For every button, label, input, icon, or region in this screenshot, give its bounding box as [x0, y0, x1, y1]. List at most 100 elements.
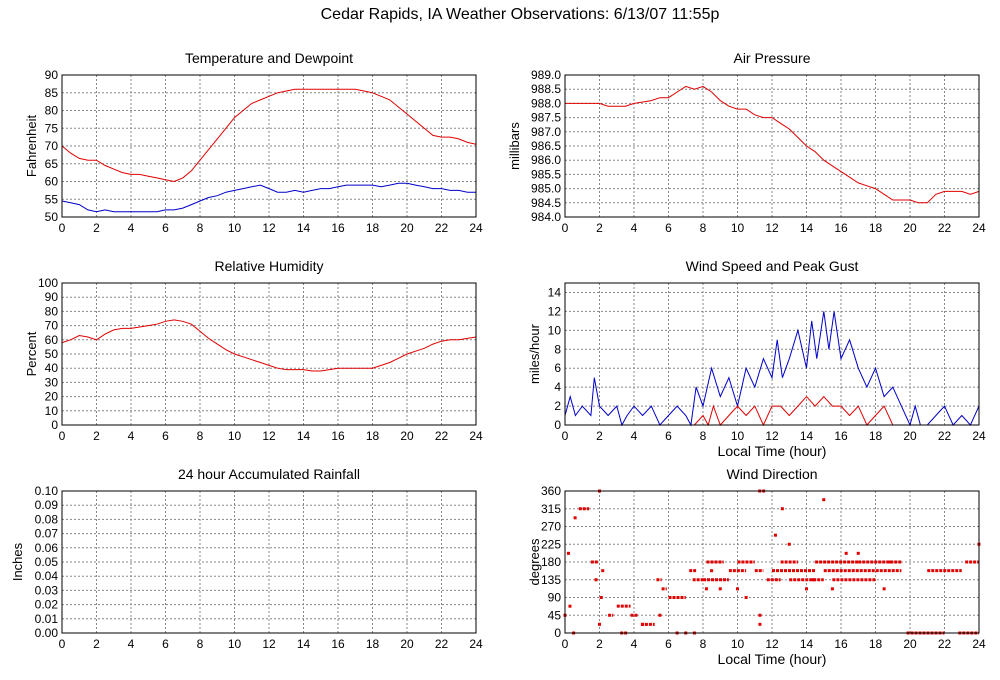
x-tick-label: 10 — [228, 429, 242, 443]
x-tick-label: 24 — [972, 637, 986, 651]
data-point — [598, 622, 601, 626]
rain-chart: 0 2 4 6 8 10 12 14 16 18 20 22 240.000.010.020.030.0… — [10, 466, 483, 651]
y-tick-label: 80 — [45, 104, 59, 118]
x-tick-label: 18 — [366, 221, 380, 235]
y-tick-label: 989.0 — [531, 68, 561, 82]
series-line — [61, 182, 476, 213]
humidity-chart: 0 2 4 6 8 10 12 14 16 18 20 22 240102030405060708090… — [24, 258, 483, 443]
data-point — [641, 622, 645, 626]
y-tick-label: 985.0 — [531, 182, 561, 196]
x-tick-label: 20 — [400, 637, 414, 651]
x-tick-label: 16 — [834, 221, 848, 235]
data-point — [856, 551, 860, 555]
x-tick-label: 4 — [128, 221, 135, 235]
x-tick-label: 2 — [93, 221, 100, 235]
x-tick-label: 12 — [765, 429, 779, 443]
plot-frame — [61, 74, 477, 218]
y-tick-label: 0.03 — [35, 583, 59, 597]
x-tick-label: 4 — [631, 429, 638, 443]
data-point — [780, 507, 784, 511]
x-tick-label: 16 — [834, 429, 848, 443]
y-tick-label: 8 — [554, 342, 561, 356]
data-point — [758, 622, 762, 626]
y-tick-label: 70 — [45, 319, 59, 333]
y-tick-label: 85 — [45, 86, 59, 100]
x-tick-label: 12 — [262, 429, 276, 443]
y-axis-label: degrees — [527, 538, 542, 585]
x-tick-label: 18 — [366, 429, 380, 443]
chart-title: Relative Humidity — [215, 258, 324, 274]
x-tick-label: 24 — [972, 429, 986, 443]
plot-frame — [564, 74, 980, 218]
x-tick-label: 4 — [128, 429, 135, 443]
y-tick-label: 0 — [554, 626, 561, 640]
x-tick-label: 10 — [731, 637, 745, 651]
plot-frame — [61, 282, 477, 426]
y-tick-label: 984.0 — [531, 210, 561, 224]
data-point — [744, 596, 748, 599]
x-tick-label: 18 — [366, 637, 380, 651]
x-tick-label: 2 — [596, 637, 603, 651]
x-tick-label: 10 — [228, 221, 242, 235]
y-tick-label: 180 — [541, 555, 561, 569]
page-title: Cedar Rapids, IA Weather Observations: 6… — [320, 6, 720, 23]
series-line — [565, 395, 979, 427]
x-tick-label: 8 — [197, 221, 204, 235]
y-tick-label: 0.10 — [35, 484, 59, 498]
data-point — [718, 587, 722, 591]
x-tick-label: 8 — [700, 429, 707, 443]
y-tick-label: 45 — [548, 608, 562, 622]
data-point — [773, 533, 777, 537]
y-tick-label: 4 — [554, 380, 561, 394]
data-point — [887, 560, 891, 564]
x-axis-label: Local Time (hour) — [718, 443, 827, 459]
y-tick-label: 2 — [554, 399, 561, 413]
y-tick-label: 90 — [45, 68, 59, 82]
series-line — [564, 311, 980, 427]
x-tick-label: 14 — [800, 637, 814, 651]
x-tick-label: 20 — [400, 221, 414, 235]
x-tick-label: 22 — [435, 429, 449, 443]
x-tick-label: 20 — [903, 429, 917, 443]
plot-frame — [564, 282, 980, 426]
y-tick-label: 12 — [548, 304, 562, 318]
y-tick-label: 0.02 — [35, 598, 59, 612]
y-tick-label: 20 — [45, 390, 59, 404]
x-tick-label: 24 — [469, 221, 483, 235]
series-line — [565, 85, 980, 204]
x-tick-label: 2 — [93, 637, 100, 651]
x-tick-label: 24 — [469, 637, 483, 651]
data-point — [822, 498, 826, 502]
y-tick-label: 0.01 — [35, 612, 59, 626]
data-point — [787, 542, 791, 546]
y-tick-label: 14 — [548, 285, 562, 299]
x-tick-label: 6 — [162, 221, 169, 235]
x-tick-label: 20 — [400, 429, 414, 443]
x-tick-label: 12 — [765, 221, 779, 235]
x-tick-label: 16 — [331, 637, 345, 651]
x-tick-label: 4 — [631, 221, 638, 235]
y-tick-label: 6 — [554, 361, 561, 375]
y-tick-label: 987.5 — [531, 111, 561, 125]
y-tick-label: 0.08 — [35, 512, 59, 526]
data-point — [830, 587, 834, 591]
plot-frame — [564, 490, 980, 634]
x-tick-label: 16 — [331, 221, 345, 235]
y-tick-label: 70 — [45, 139, 59, 153]
y-tick-label: 225 — [541, 537, 561, 551]
data-point — [882, 587, 886, 591]
x-tick-label: 14 — [800, 429, 814, 443]
x-tick-label: 8 — [197, 429, 204, 443]
x-tick-label: 14 — [297, 429, 311, 443]
x-tick-label: 22 — [435, 637, 449, 651]
y-tick-label: 90 — [548, 591, 562, 605]
y-tick-label: 986.5 — [531, 139, 561, 153]
x-tick-label: 6 — [665, 637, 672, 651]
x-tick-label: 14 — [297, 637, 311, 651]
temp-chart: 0 2 4 6 8 10 12 14 16 18 20 22 24505560657075808590T… — [24, 50, 483, 235]
data-point — [811, 578, 815, 582]
y-tick-label: 100 — [38, 276, 58, 290]
x-tick-label: 2 — [596, 221, 603, 235]
y-tick-label: 985.5 — [531, 167, 561, 181]
